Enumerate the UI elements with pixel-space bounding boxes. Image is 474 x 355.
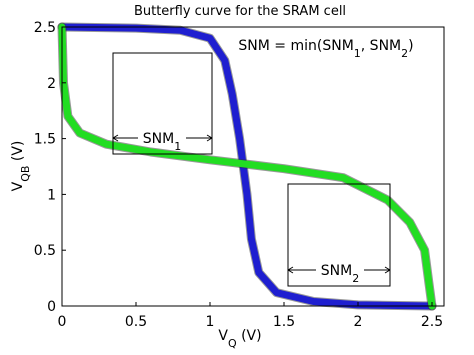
- snm-arrowhead: [384, 266, 391, 274]
- y-tick-label: 0: [47, 299, 56, 315]
- snm-arrowhead: [287, 266, 294, 274]
- snm1-label: SNM1: [143, 131, 181, 153]
- snm-arrowhead: [112, 134, 119, 142]
- y-axis-label-part: (V): [10, 141, 26, 166]
- y-axis-label: VQB (V): [10, 141, 32, 192]
- x-tick-label: 1: [206, 314, 215, 330]
- y-axis-label-part: V: [10, 181, 26, 191]
- snm-formula-part: SNM = min(SNM: [238, 38, 353, 54]
- snm2-label: SNM2: [321, 263, 359, 285]
- plot-frame: [61, 26, 445, 307]
- snm2-label-part: SNM: [321, 263, 352, 279]
- x-tick-label: 1.5: [273, 314, 295, 330]
- snm2-label-part: 2: [352, 272, 359, 285]
- y-tick-label: 1.5: [34, 132, 56, 148]
- snm-formula-part: ): [408, 38, 413, 54]
- y-tick-label: 1: [47, 187, 56, 203]
- x-axis-label-part: V: [218, 328, 228, 344]
- y-tick-label: 2: [47, 76, 56, 92]
- snm-arrowhead: [206, 134, 213, 142]
- snm1-label-part: SNM: [143, 131, 174, 147]
- y-axis-label-part: QB: [19, 166, 32, 182]
- snm-formula: SNM = min(SNM1, SNM2): [238, 38, 413, 60]
- x-tick-label: 0.5: [125, 314, 147, 330]
- snm1-square: [112, 52, 213, 155]
- x-tick-label: 2.5: [421, 314, 443, 330]
- y-tick-label: 0.5: [34, 243, 56, 259]
- chart-title: Butterfly curve for the SRAM cell: [134, 4, 346, 19]
- x-axis-label-part: (V): [237, 328, 262, 344]
- curve: [58, 23, 436, 310]
- snm-formula-part: 1: [354, 47, 361, 60]
- x-tick-label: 0: [58, 314, 67, 330]
- y-tick-label: 2.5: [34, 20, 56, 36]
- x-axis-label: VQ (V): [218, 328, 261, 350]
- snm2-square: [287, 183, 391, 287]
- snm-formula-part: , SNM: [361, 38, 401, 54]
- snm-formula-part: 2: [401, 47, 408, 60]
- x-tick-label: 2: [354, 314, 363, 330]
- snm1-label-part: 1: [174, 140, 181, 153]
- x-axis-label-part: Q: [228, 337, 237, 350]
